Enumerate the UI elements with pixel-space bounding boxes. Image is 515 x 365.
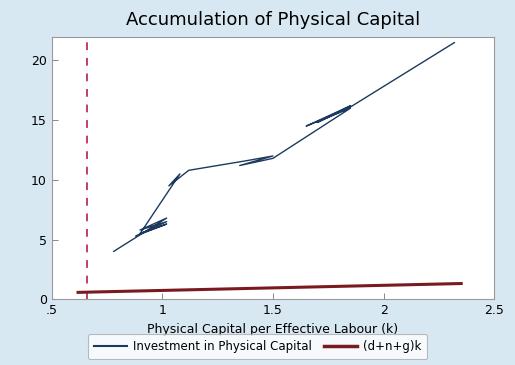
Title: Accumulation of Physical Capital: Accumulation of Physical Capital — [126, 11, 420, 30]
X-axis label: Physical Capital per Effective Labour (k): Physical Capital per Effective Labour (k… — [147, 323, 399, 336]
Legend: Investment in Physical Capital, (d+n+g)k: Investment in Physical Capital, (d+n+g)k — [88, 334, 427, 359]
